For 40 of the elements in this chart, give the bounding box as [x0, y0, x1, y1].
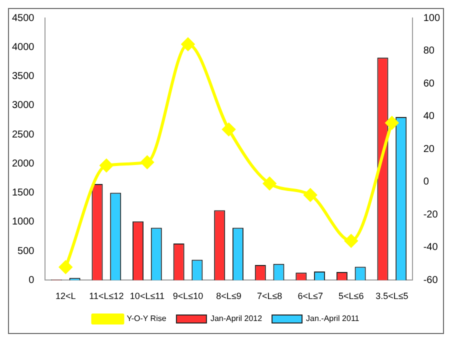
y2-tick-label: 20	[423, 144, 435, 155]
y2-tick-label: -20	[423, 209, 438, 220]
y2-tick-label: 40	[423, 111, 435, 122]
point	[59, 260, 72, 274]
x-tick-label: 11<L≤12	[89, 291, 124, 302]
x-tick-label: 8<L≤9	[216, 291, 242, 302]
y2-tick-label: -40	[423, 242, 438, 254]
point	[140, 156, 154, 169]
y2-tick-label: -60	[423, 274, 438, 286]
x-tick-label: 3.5<L≤5	[376, 291, 408, 302]
y-tick-label: 4500	[12, 12, 35, 24]
point	[181, 38, 194, 51]
y-tick-label: 3000	[12, 100, 35, 112]
y-tick-label: 500	[18, 246, 35, 257]
point	[385, 116, 398, 130]
legend-label: Y-O-Y Rise	[126, 314, 167, 324]
y-tick-label: 3500	[12, 71, 35, 82]
point	[263, 177, 276, 190]
y2-tick-label: 0	[423, 176, 430, 188]
x-tick-label: 10<L≤11	[130, 291, 164, 302]
x-tick-label: 12<L	[56, 291, 76, 302]
y-tick-label: 4000	[12, 42, 35, 53]
legend-label: Jan-April 2012	[210, 314, 263, 324]
y2-tick-label: 60	[423, 78, 435, 90]
y-tick-label: 2000	[12, 158, 35, 170]
y2-tick-label: 100	[423, 12, 440, 24]
point	[344, 234, 358, 248]
y-tick-label: 1000	[12, 216, 35, 228]
point	[304, 188, 317, 202]
x-tick-label: 9<L≤10	[172, 291, 204, 302]
x-tick-label: 6<L≤7	[298, 291, 323, 302]
y-tick-label: 0	[28, 274, 35, 286]
legend-label: Jan.-April 2011	[306, 314, 360, 324]
x-tick-label: 5<L≤6	[338, 291, 364, 302]
x-tick-label: 7<L≤8	[256, 291, 282, 302]
y2-tick-label: 80	[423, 46, 435, 57]
point	[100, 158, 113, 172]
y-tick-label: 1500	[12, 188, 35, 199]
point	[222, 122, 236, 136]
y-tick-label: 2500	[12, 129, 35, 140]
